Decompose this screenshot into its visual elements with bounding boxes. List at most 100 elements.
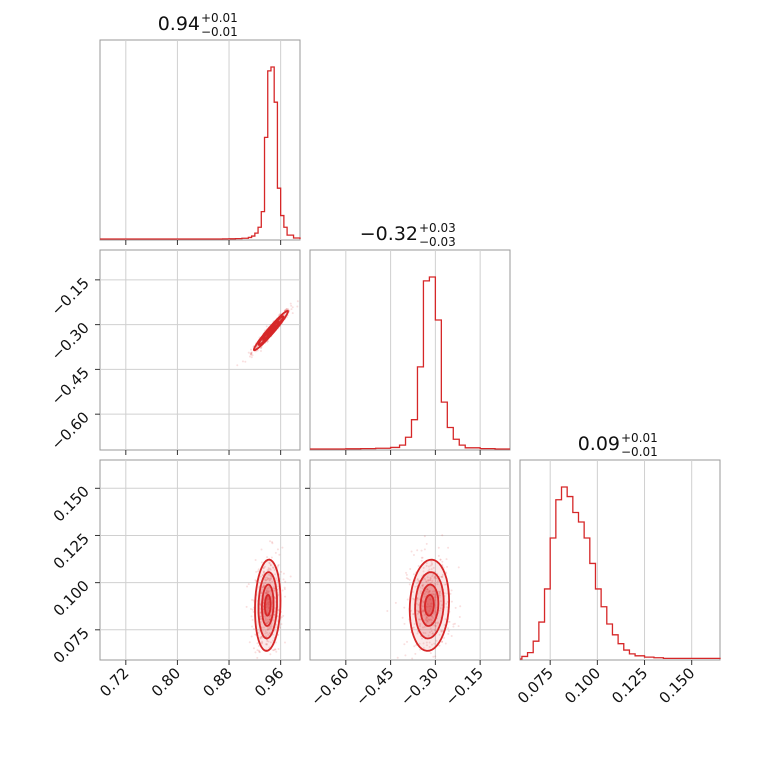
scatter-point (394, 601, 397, 604)
scatter-point (273, 597, 276, 600)
tick-label-x: 0.075 (514, 664, 557, 707)
scatter-point (250, 348, 253, 351)
scatter-point (432, 616, 435, 619)
scatter-point (415, 582, 418, 585)
tick-label-x: 0.72 (96, 664, 132, 700)
scatter-point (263, 578, 266, 581)
tick-label-y: −0.15 (48, 274, 93, 319)
scatter-point (268, 627, 271, 630)
scatter-point (433, 593, 436, 596)
scatter-point (421, 556, 424, 559)
scatter-point (280, 616, 283, 619)
scatter-point (259, 347, 262, 350)
scatter-point (440, 575, 443, 578)
scatter-point (283, 586, 286, 589)
scatter-point (264, 632, 267, 635)
scatter-point (434, 594, 437, 597)
title-2-minus: −0.01 (621, 445, 658, 459)
scatter-point (428, 591, 431, 594)
scatter-point (422, 642, 425, 645)
tick-label-y: −0.45 (48, 364, 93, 409)
scatter-point (261, 588, 264, 591)
scatter-point (268, 632, 271, 635)
scatter-point (428, 641, 431, 644)
scatter-point (428, 590, 431, 593)
scatter-point (457, 566, 460, 569)
scatter-point (444, 642, 447, 645)
scatter-point (410, 550, 413, 553)
scatter-point (429, 598, 432, 601)
scatter-point (264, 635, 267, 638)
scatter-point (433, 595, 436, 598)
scatter-point (429, 564, 432, 567)
scatter-point (425, 615, 428, 618)
scatter-point (273, 587, 276, 590)
scatter-point (278, 553, 281, 556)
scatter-point (420, 549, 423, 552)
scatter-point (422, 566, 425, 569)
scatter-point (268, 579, 271, 582)
scatter-point (428, 618, 431, 621)
scatter-point (265, 604, 268, 607)
scatter-point (254, 633, 257, 636)
scatter-point (428, 631, 431, 634)
scatter-point (433, 577, 436, 580)
scatter-point (268, 577, 271, 580)
scatter-point (439, 558, 442, 561)
scatter-point (262, 570, 265, 573)
tick-label-x: −0.30 (397, 664, 442, 709)
panel-0-0 (99, 39, 301, 245)
scatter-point (273, 568, 276, 571)
scatter-point (449, 592, 452, 595)
panel-2-2: 0.075 0.100 0.125 0.150 (514, 459, 721, 707)
scatter-point (282, 578, 285, 581)
scatter-point (411, 591, 414, 594)
scatter-point (441, 576, 444, 579)
scatter-point (259, 611, 262, 614)
scatter-point (269, 540, 272, 543)
scatter-point (425, 621, 428, 624)
scatter-point (421, 585, 424, 588)
scatter-point (289, 575, 292, 578)
scatter-point (267, 568, 270, 571)
scatter-point (422, 609, 425, 612)
scatter-point (427, 634, 430, 637)
scatter-point (416, 578, 419, 581)
scatter-point (268, 615, 271, 618)
scatter-point (426, 616, 429, 619)
scatter-point (267, 633, 270, 636)
scatter-point (425, 564, 428, 567)
scatter-point (431, 590, 434, 593)
scatter-point (431, 575, 434, 578)
scatter-point (267, 577, 270, 580)
title-1-plus: +0.03 (419, 221, 456, 235)
scatter-point (270, 625, 273, 628)
scatter-point (421, 637, 424, 640)
scatter-point (261, 641, 264, 644)
scatter-point (269, 574, 272, 577)
scatter-point (412, 597, 415, 600)
scatter-point (429, 598, 432, 601)
scatter-point (412, 554, 415, 557)
scatter-point (419, 623, 422, 626)
scatter-point (281, 589, 284, 592)
scatter-point (260, 592, 263, 595)
scatter-point (435, 639, 438, 642)
scatter-point (441, 640, 444, 643)
scatter-point (423, 548, 426, 551)
scatter-point (434, 596, 437, 599)
scatter-point (271, 619, 274, 622)
scatter-point (433, 576, 436, 579)
scatter-point (429, 607, 432, 610)
panel-frame (99, 39, 301, 241)
scatter-point (270, 556, 273, 559)
scatter-point (439, 607, 442, 610)
scatter-point (445, 602, 448, 605)
scatter-point (425, 616, 428, 619)
scatter-point (420, 556, 423, 559)
tick-label-x: 0.96 (251, 664, 287, 700)
scatter-point (250, 353, 253, 356)
scatter-point (423, 610, 426, 613)
scatter-point (274, 641, 277, 644)
scatter-point (422, 583, 425, 586)
